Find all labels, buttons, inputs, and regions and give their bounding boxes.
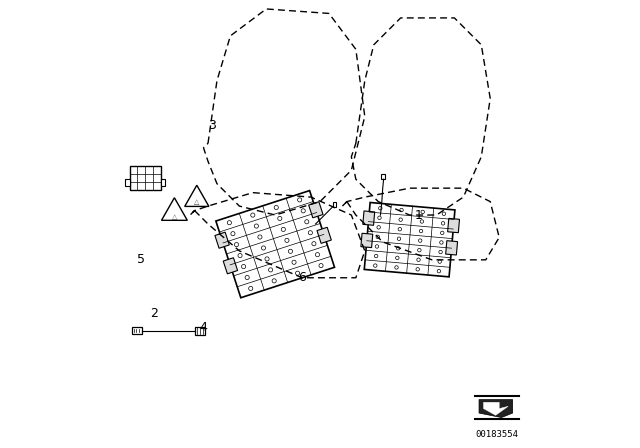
Text: △: △ <box>172 214 177 220</box>
Polygon shape <box>223 258 237 274</box>
Polygon shape <box>215 232 229 248</box>
Polygon shape <box>484 402 508 415</box>
Polygon shape <box>317 227 332 243</box>
Bar <box>333 202 336 207</box>
Polygon shape <box>479 400 513 418</box>
Text: 2: 2 <box>150 307 158 320</box>
Text: 4: 4 <box>200 320 207 334</box>
Polygon shape <box>447 218 460 233</box>
Bar <box>195 327 205 335</box>
Text: 6: 6 <box>298 271 306 284</box>
Polygon shape <box>445 241 458 255</box>
Text: 5: 5 <box>137 253 145 267</box>
Polygon shape <box>363 211 374 225</box>
Bar <box>125 179 130 186</box>
Bar <box>381 174 385 179</box>
Bar <box>161 179 166 186</box>
Text: 3: 3 <box>209 119 216 132</box>
Text: 00183554: 00183554 <box>476 430 518 439</box>
Bar <box>130 166 161 190</box>
Polygon shape <box>361 233 372 248</box>
Text: 1: 1 <box>415 208 422 222</box>
Text: △: △ <box>194 199 200 206</box>
Bar <box>132 327 141 334</box>
Polygon shape <box>308 202 323 218</box>
